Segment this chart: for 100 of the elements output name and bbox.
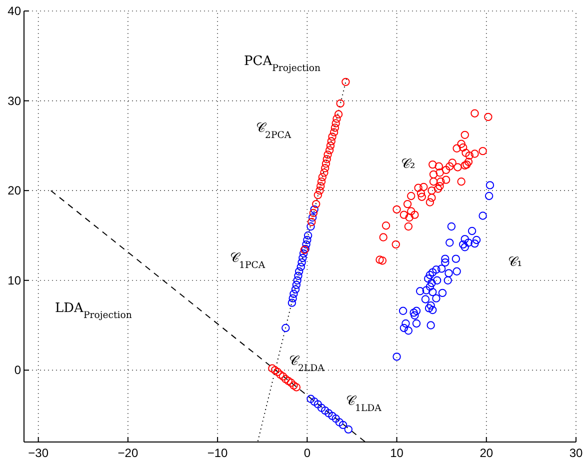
point (428, 268, 437, 276)
point (306, 222, 315, 231)
point (424, 274, 432, 283)
point (382, 222, 390, 230)
point (400, 210, 408, 219)
point (478, 212, 487, 220)
point (436, 168, 444, 177)
annotation: 𝒞$_{2PCA}$ (256, 121, 292, 140)
y-tick-label: 30 (8, 94, 22, 108)
point (302, 240, 310, 249)
point (424, 304, 434, 312)
point (452, 144, 461, 152)
point (429, 170, 438, 179)
point (410, 210, 419, 219)
point (447, 222, 456, 231)
point (426, 321, 435, 330)
x-tick-label: −20 (118, 446, 138, 460)
point (444, 269, 453, 278)
point (317, 178, 326, 186)
point (376, 256, 384, 264)
annotation: 𝒞$_{2LDA}$ (289, 354, 325, 374)
point (410, 311, 419, 320)
point (292, 280, 301, 289)
point (292, 383, 301, 392)
point (326, 142, 335, 150)
point (303, 236, 312, 244)
point (437, 264, 446, 273)
point (428, 288, 437, 296)
point (421, 295, 430, 304)
point (434, 162, 443, 170)
point (465, 151, 474, 160)
point (452, 267, 461, 276)
point (442, 166, 450, 174)
point (404, 222, 413, 231)
x-tick-label: −10 (207, 446, 228, 460)
point (420, 182, 428, 192)
point (328, 132, 336, 141)
point (392, 240, 400, 249)
x-tick-label: 10 (390, 446, 404, 460)
annotation: LDA$_{Projection}$ (55, 301, 132, 320)
point (428, 306, 437, 314)
point (322, 155, 331, 164)
point (405, 213, 414, 222)
point (316, 182, 325, 190)
point (446, 238, 454, 247)
point (403, 200, 412, 208)
point (312, 200, 320, 208)
point (320, 168, 328, 177)
point (392, 352, 401, 361)
x-tick-label: −30 (28, 446, 49, 460)
point (284, 376, 292, 386)
point (444, 276, 452, 284)
point (452, 254, 460, 263)
x-tick-label: 0 (304, 446, 311, 460)
point (448, 158, 456, 167)
point (322, 160, 330, 168)
point (296, 262, 305, 272)
y-tick-label: 20 (8, 184, 22, 198)
point (464, 238, 473, 247)
point (378, 256, 387, 265)
point (299, 249, 308, 258)
point (470, 239, 479, 248)
point (460, 243, 469, 252)
point (293, 276, 302, 284)
point (468, 226, 476, 236)
point (332, 414, 340, 423)
point (484, 192, 494, 200)
point (344, 425, 352, 434)
point (270, 366, 280, 374)
point (462, 160, 471, 169)
point (327, 137, 336, 146)
point (432, 294, 440, 302)
point (318, 173, 327, 182)
point (268, 364, 276, 372)
point (278, 372, 288, 381)
point (407, 207, 416, 216)
point (426, 301, 435, 310)
point (458, 143, 468, 152)
point (291, 285, 300, 294)
point (407, 192, 416, 200)
point (330, 124, 340, 132)
annotation: PCA$_{Projection}$ (244, 54, 321, 74)
point (294, 272, 302, 280)
point (310, 205, 318, 214)
point (426, 198, 434, 206)
point (412, 306, 421, 316)
point (295, 267, 304, 276)
point (412, 319, 421, 328)
annotation: 𝒞₁ (508, 255, 522, 270)
point (325, 146, 334, 154)
point (276, 370, 284, 379)
point (416, 189, 426, 198)
point (416, 287, 424, 296)
point (464, 158, 473, 166)
point (486, 181, 494, 190)
point (428, 278, 436, 288)
point (392, 205, 401, 214)
point (438, 288, 447, 298)
point (332, 119, 340, 128)
point (460, 130, 469, 140)
